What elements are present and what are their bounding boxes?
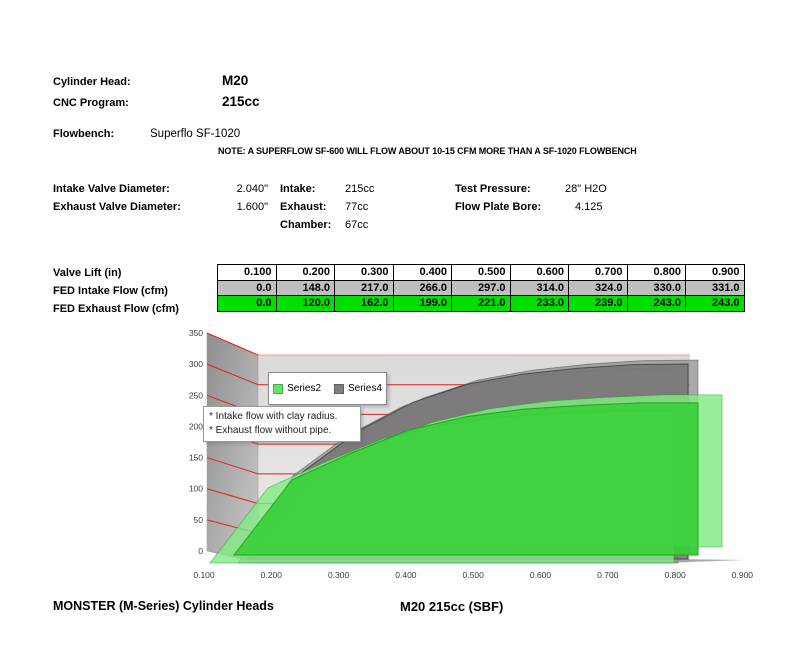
table-cell: 0.900 [685, 264, 745, 281]
x-axis-tick-label: 0.300 [328, 570, 350, 580]
flow-plate-bore-label: Flow Plate Bore: [455, 201, 542, 213]
flow-table-body: 0.100 0.200 0.300 0.400 0.500 0.600 0.700 0.800… [217, 264, 745, 312]
flowbench-label: Flowbench: [53, 128, 115, 140]
annotation-line: * Intake flow with clay radius. [209, 411, 338, 422]
x-axis-tick-label: 0.500 [463, 570, 485, 580]
flow-plate-bore-value: 4.125 [575, 201, 603, 213]
y-axis-tick-label: 350 [189, 328, 203, 338]
x-axis-tick-label: 0.700 [597, 570, 619, 580]
table-cell: 0.100 [217, 264, 277, 281]
legend-label: Series2 [287, 383, 321, 394]
flow-data-table: 0.100 0.200 0.300 0.400 0.500 0.600 0.700 0.800… [217, 264, 745, 312]
legend-item: Series2 [273, 383, 321, 394]
table-cell: 0.300 [334, 264, 394, 281]
y-axis-tick-label: 0 [198, 546, 203, 556]
row-label-valve-lift: Valve Lift (in) [53, 267, 122, 279]
table-cell: 217.0 [334, 279, 394, 296]
y-axis-tick-label: 150 [189, 453, 203, 463]
legend-item: Series4 [334, 383, 382, 394]
cnc-program-label: CNC Program: [53, 97, 129, 109]
table-cell: 0.500 [451, 264, 511, 281]
exhaust-cc-label: Exhaust: [280, 201, 327, 213]
intake-valve-value: 2.040" [236, 183, 268, 195]
table-cell: 331.0 [685, 279, 745, 296]
table-cell: 0.0 [217, 295, 277, 312]
cylinder-head-value: M20 [222, 73, 249, 88]
chart-legend: Series2 Series4 [268, 372, 387, 405]
table-cell: 239.0 [568, 295, 628, 312]
footer-head-title: M20 215cc (SBF) [400, 599, 504, 614]
annotation-line: * Exhaust flow without pipe. [209, 425, 332, 436]
y-axis-tick-label: 200 [189, 421, 203, 431]
cnc-program-value: 215cc [222, 94, 260, 109]
intake-valve-label: Intake Valve Diameter: [53, 183, 170, 195]
table-cell: 162.0 [334, 295, 394, 312]
x-axis-tick-label: 0.400 [395, 570, 417, 580]
table-cell: 0.700 [568, 264, 628, 281]
exhaust-cc-value: 77cc [345, 201, 369, 213]
table-cell: 148.0 [275, 279, 335, 296]
chamber-cc-value: 67cc [345, 219, 369, 231]
flowbench-value: Superflo SF-1020 [150, 128, 241, 140]
row-label-intake-flow: FED Intake Flow (cfm) [53, 285, 168, 297]
table-cell: 243.0 [685, 295, 745, 312]
x-axis-tick-label: 0.900 [732, 570, 754, 580]
table-cell: 297.0 [451, 279, 511, 296]
exhaust-valve-value: 1.600" [236, 201, 268, 213]
table-cell: 330.0 [626, 279, 686, 296]
y-axis-tick-label: 100 [189, 484, 203, 494]
row-label-exhaust-flow: FED Exhaust Flow (cfm) [53, 303, 179, 315]
table-cell: 0.0 [217, 279, 277, 296]
table-cell: 221.0 [451, 295, 511, 312]
table-cell: 120.0 [275, 295, 335, 312]
intake-cc-value: 215cc [345, 183, 375, 195]
test-pressure-label: Test Pressure: [455, 183, 531, 195]
y-axis-tick-label: 300 [189, 359, 203, 369]
table-cell: 0.400 [392, 264, 452, 281]
intake-cc-label: Intake: [280, 183, 316, 195]
table-row: 0.100 0.200 0.300 0.400 0.500 0.600 0.700 0.800… [217, 264, 745, 281]
y-axis-tick-label: 50 [194, 515, 204, 525]
table-row: 0.0 120.0 162.0 199.0 221.0 233.0 239.0 243.0 24… [217, 295, 745, 312]
cylinder-head-label: Cylinder Head: [53, 76, 131, 88]
table-cell: 266.0 [392, 279, 452, 296]
legend-swatch-icon [334, 383, 344, 394]
legend-swatch-icon [273, 383, 284, 394]
x-axis-tick-label: 0.200 [261, 570, 283, 580]
table-cell: 199.0 [392, 295, 452, 312]
table-cell: 0.800 [626, 264, 686, 281]
table-cell: 314.0 [509, 279, 569, 296]
chart-annotation: * Intake flow with clay radius. * Exhaust… [203, 406, 361, 442]
table-cell: 243.0 [626, 295, 686, 312]
table-row: 0.0 148.0 217.0 266.0 297.0 314.0 324.0 330.0 33… [217, 279, 745, 296]
x-axis-tick-label: 0.100 [193, 570, 215, 580]
table-cell: 324.0 [568, 279, 628, 296]
exhaust-valve-label: Exhaust Valve Diameter: [53, 201, 181, 213]
footer-series-title: MONSTER (M-Series) Cylinder Heads [53, 599, 274, 613]
flowbench-note: NOTE: A SUPERFLOW SF-600 WILL FLOW ABOUT… [218, 146, 637, 156]
chamber-cc-label: Chamber: [280, 219, 332, 231]
table-cell: 233.0 [509, 295, 569, 312]
y-axis-tick-label: 250 [189, 390, 203, 400]
legend-label: Series4 [348, 383, 382, 394]
table-cell: 0.600 [509, 264, 569, 281]
table-cell: 0.200 [275, 264, 335, 281]
test-pressure-value: 28" H2O [565, 183, 607, 195]
x-axis-tick-label: 0.800 [664, 570, 686, 580]
x-axis-tick-label: 0.600 [530, 570, 552, 580]
